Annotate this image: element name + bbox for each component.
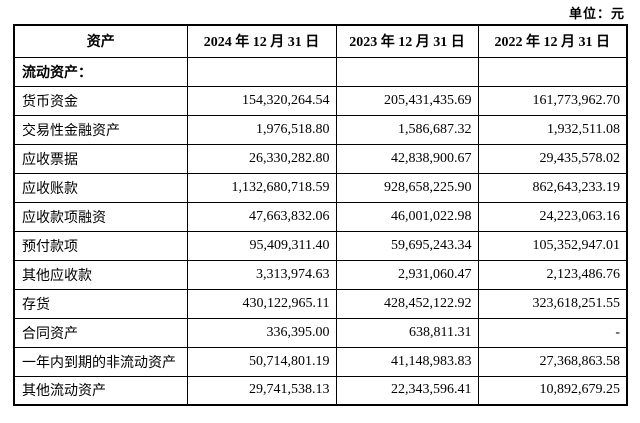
asset-label: 货币资金 — [13, 85, 188, 116]
assets-table: 资产 2024 年 12 月 31 日 2023 年 12 月 31 日 202… — [13, 24, 628, 406]
value-2022: 10,892,679.25 — [477, 375, 628, 406]
value-2023: 1,586,687.32 — [335, 114, 479, 145]
value-2023: 42,838,900.67 — [335, 143, 479, 174]
value-2024: 47,663,832.06 — [186, 201, 337, 232]
asset-label: 其他应收款 — [13, 259, 188, 290]
value-2023: 205,431,435.69 — [335, 85, 479, 116]
header-row: 资产 2024 年 12 月 31 日 2023 年 12 月 31 日 202… — [13, 24, 628, 58]
value-2024: 1,976,518.80 — [186, 114, 337, 145]
value-2024: 1,132,680,718.59 — [186, 172, 337, 203]
header-assets: 资产 — [13, 24, 188, 58]
table-row: 货币资金 154,320,264.54 205,431,435.69 161,7… — [13, 85, 628, 116]
table-row: 预付款项 95,409,311.40 59,695,243.34 105,352… — [13, 230, 628, 261]
section-empty-2022 — [477, 56, 628, 87]
table-row: 其他流动资产 29,741,538.13 22,343,596.41 10,89… — [13, 375, 628, 406]
value-2022: 1,932,511.08 — [477, 114, 628, 145]
value-2022: 2,123,486.76 — [477, 259, 628, 290]
asset-label: 应收账款 — [13, 172, 188, 203]
asset-label: 一年内到期的非流动资产 — [13, 346, 188, 377]
asset-label: 存货 — [13, 288, 188, 319]
value-2022: 161,773,962.70 — [477, 85, 628, 116]
value-2024: 336,395.00 — [186, 317, 337, 348]
asset-label: 合同资产 — [13, 317, 188, 348]
value-2022: 862,643,233.19 — [477, 172, 628, 203]
value-2023: 928,658,225.90 — [335, 172, 479, 203]
value-2024: 430,122,965.11 — [186, 288, 337, 319]
value-2024: 154,320,264.54 — [186, 85, 337, 116]
table-row: 其他应收款 3,313,974.63 2,931,060.47 2,123,48… — [13, 259, 628, 290]
value-2023: 638,811.31 — [335, 317, 479, 348]
asset-label: 交易性金融资产 — [13, 114, 188, 145]
value-2024: 50,714,801.19 — [186, 346, 337, 377]
value-2024: 26,330,282.80 — [186, 143, 337, 174]
value-2023: 59,695,243.34 — [335, 230, 479, 261]
value-2023: 46,001,022.98 — [335, 201, 479, 232]
header-2024: 2024 年 12 月 31 日 — [186, 24, 337, 58]
table-row: 应收账款 1,132,680,718.59 928,658,225.90 862… — [13, 172, 628, 203]
section-row-current-assets: 流动资产： — [13, 56, 628, 87]
value-2023: 41,148,983.83 — [335, 346, 479, 377]
header-2023: 2023 年 12 月 31 日 — [335, 24, 479, 58]
value-2022: 27,368,863.58 — [477, 346, 628, 377]
asset-label: 应收款项融资 — [13, 201, 188, 232]
value-2022: 323,618,251.55 — [477, 288, 628, 319]
asset-label: 其他流动资产 — [13, 375, 188, 406]
table-row: 应收票据 26,330,282.80 42,838,900.67 29,435,… — [13, 143, 628, 174]
value-2022: 24,223,063.16 — [477, 201, 628, 232]
value-2024: 29,741,538.13 — [186, 375, 337, 406]
unit-label: 单位：元 — [568, 6, 625, 21]
value-2022: - — [477, 317, 628, 348]
asset-label: 应收票据 — [13, 143, 188, 174]
header-2022: 2022 年 12 月 31 日 — [477, 24, 628, 58]
value-2024: 3,313,974.63 — [186, 259, 337, 290]
table-row: 存货 430,122,965.11 428,452,122.92 323,618… — [13, 288, 628, 319]
value-2023: 22,343,596.41 — [335, 375, 479, 406]
table-row: 应收款项融资 47,663,832.06 46,001,022.98 24,22… — [13, 201, 628, 232]
section-empty-2024 — [186, 56, 337, 87]
asset-label: 预付款项 — [13, 230, 188, 261]
value-2024: 95,409,311.40 — [186, 230, 337, 261]
value-2022: 105,352,947.01 — [477, 230, 628, 261]
section-empty-2023 — [335, 56, 479, 87]
table-row: 交易性金融资产 1,976,518.80 1,586,687.32 1,932,… — [13, 114, 628, 145]
table-row: 一年内到期的非流动资产 50,714,801.19 41,148,983.83 … — [13, 346, 628, 377]
table-row: 合同资产 336,395.00 638,811.31 - — [13, 317, 628, 348]
value-2022: 29,435,578.02 — [477, 143, 628, 174]
value-2023: 428,452,122.92 — [335, 288, 479, 319]
value-2023: 2,931,060.47 — [335, 259, 479, 290]
section-label: 流动资产： — [13, 56, 188, 87]
